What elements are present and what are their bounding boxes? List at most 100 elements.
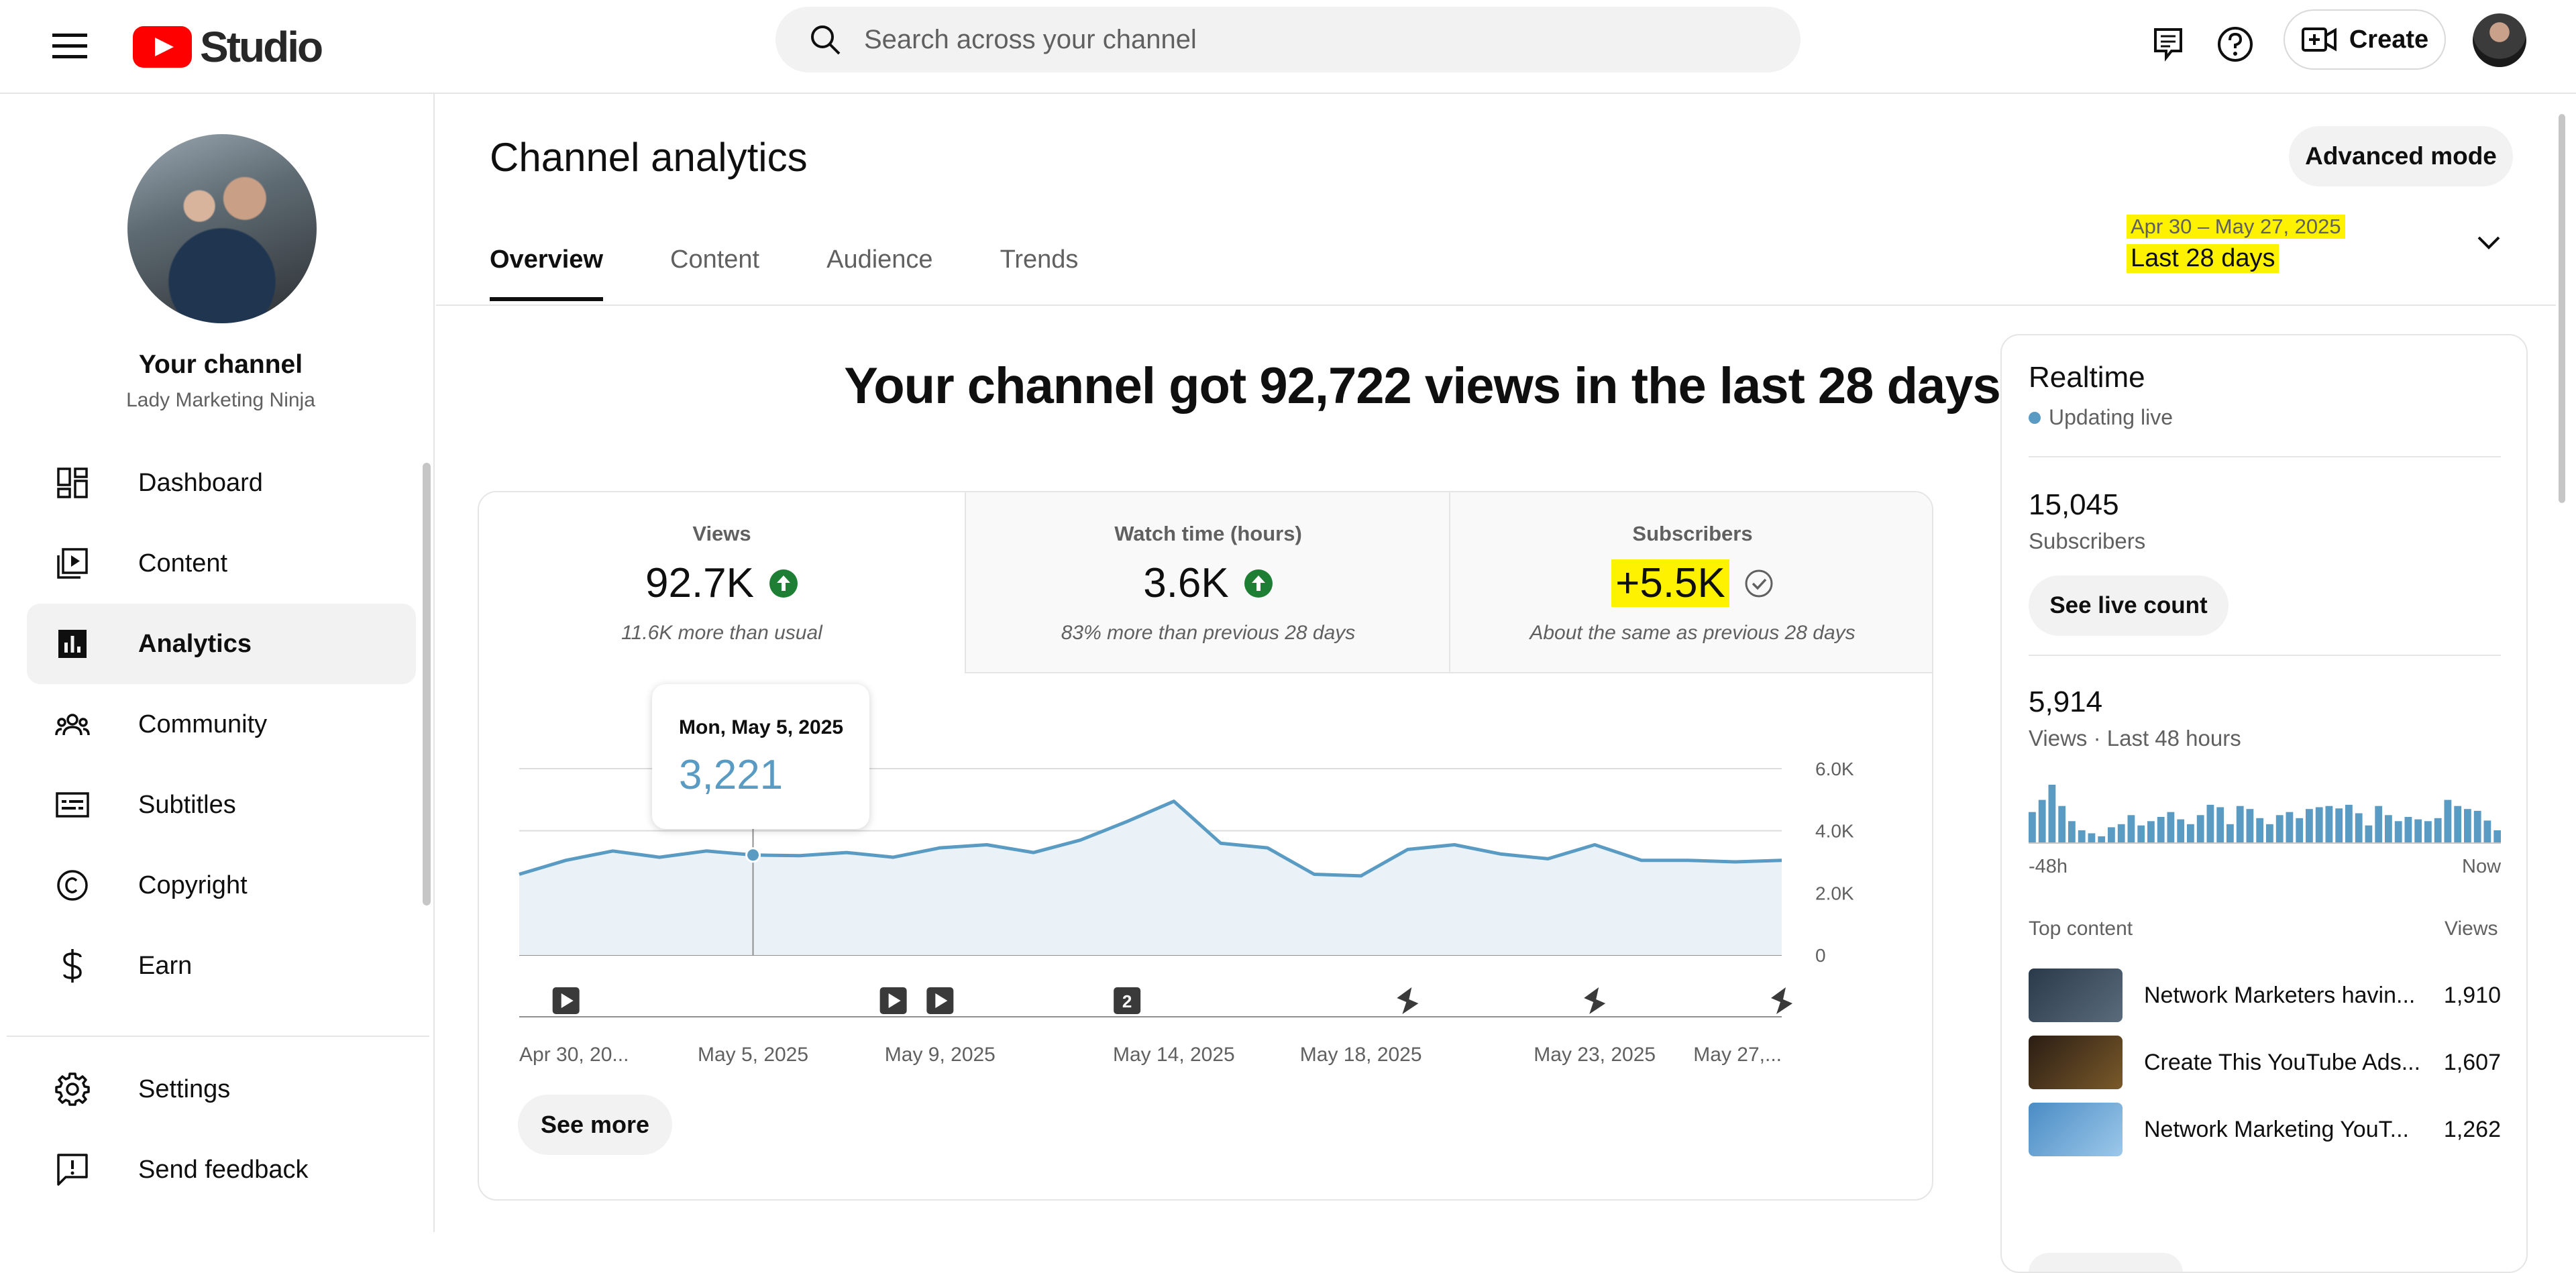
shorts-marker-icon <box>1397 987 1419 1014</box>
x-tick-label: May 23, 2025 <box>1534 1044 1656 1066</box>
realtime-bar <box>2444 799 2452 842</box>
trend-up-icon <box>769 569 798 598</box>
realtime-bar <box>2137 825 2145 842</box>
realtime-bar <box>2275 815 2284 842</box>
content-icon <box>54 545 91 582</box>
metric-subscribers[interactable]: Subscribers +5.5K About the same as prev… <box>1449 492 1932 673</box>
metric-value: 92.7K <box>645 560 755 606</box>
comments-icon[interactable] <box>2143 19 2194 70</box>
sidebar-item-analytics[interactable]: Analytics <box>27 604 416 684</box>
realtime-title: Realtime <box>2029 361 2145 394</box>
realtime-bar <box>2038 799 2046 842</box>
search-input[interactable] <box>863 23 1801 56</box>
metric-watch-time[interactable]: Watch time (hours) 3.6K 83% more than pr… <box>965 492 1450 673</box>
realtime-bar <box>2108 827 2115 842</box>
realtime-views-value: 5,914 <box>2029 685 2103 718</box>
sidebar-item-content[interactable]: Content <box>27 523 416 604</box>
main-scrollbar[interactable] <box>2555 94 2569 1232</box>
realtime-views-bar-chart[interactable] <box>2029 785 2501 845</box>
youtube-play-icon <box>133 26 192 68</box>
realtime-bar <box>2147 821 2155 842</box>
video-views: 1,262 <box>2443 1116 2501 1142</box>
realtime-bar <box>2345 804 2353 842</box>
chevron-down-icon[interactable] <box>2469 223 2509 263</box>
play-glyph <box>888 993 901 1008</box>
tab-overview[interactable]: Overview <box>490 245 603 301</box>
metric-label: Subscribers <box>1632 522 1753 545</box>
logo-text: Studio <box>200 23 323 71</box>
metric-views[interactable]: Views 92.7K 11.6K more than usual <box>479 492 965 673</box>
realtime-bar <box>2088 833 2096 842</box>
community-icon <box>54 706 91 743</box>
tab-audience[interactable]: Audience <box>826 245 933 274</box>
realtime-bar <box>2454 806 2462 842</box>
x-tick-label: May 5, 2025 <box>698 1044 808 1066</box>
realtime-bar <box>2335 808 2343 842</box>
top-content-row[interactable]: Create This YouTube Ads... 1,607 <box>2029 1036 2501 1089</box>
tab-trends[interactable]: Trends <box>1000 245 1079 274</box>
sidebar: Your channel Lady Marketing Ninja Dashbo… <box>7 94 435 1232</box>
sidebar-item-copyright[interactable]: Copyright <box>27 845 416 926</box>
dashboard-icon <box>54 464 91 502</box>
tooltip-date: Mon, May 5, 2025 <box>679 716 844 738</box>
see-more-top-content-button[interactable] <box>2029 1253 2183 1272</box>
analytics-icon <box>54 625 91 663</box>
views-chart[interactable]: 0 2.0K 4.0K 6.0K 2 Apr 30, 20... May 5, 2025 Ma… <box>479 673 1933 1076</box>
shorts-marker-icon <box>1771 987 1792 1014</box>
realtime-subscribers-label: Subscribers <box>2029 529 2146 553</box>
date-range-selector[interactable]: Apr 30 – May 27, 2025 Last 28 days <box>2127 215 2395 273</box>
video-thumbnail <box>2029 1036 2123 1089</box>
realtime-bar <box>2385 815 2392 842</box>
main-scrollbar-thumb[interactable] <box>2559 114 2565 503</box>
realtime-bar <box>2424 821 2432 842</box>
live-dot-icon <box>2029 411 2041 424</box>
realtime-bar <box>2414 819 2422 842</box>
sidebar-item-send-feedback[interactable]: Send feedback <box>27 1129 416 1210</box>
sidebar-item-settings[interactable]: Settings <box>27 1049 416 1129</box>
create-button[interactable]: Create <box>2284 9 2446 70</box>
page-title: Channel analytics <box>490 135 808 180</box>
see-live-count-button[interactable]: See live count <box>2029 575 2229 636</box>
top-content-label: Top content <box>2029 918 2133 940</box>
sidebar-nav: Dashboard Content Analytics Community Su… <box>27 443 416 1006</box>
help-icon[interactable] <box>2210 19 2261 70</box>
sidebar-item-subtitles[interactable]: Subtitles <box>27 765 416 845</box>
x-tick-label: May 9, 2025 <box>885 1044 996 1066</box>
top-content-row[interactable]: Network Marketers havin... 1,910 <box>2029 968 2501 1022</box>
sidebar-scrollbar[interactable] <box>423 463 431 905</box>
top-content-row[interactable]: Network Marketing YouT... 1,262 <box>2029 1103 2501 1156</box>
live-label: Updating live <box>2049 405 2173 429</box>
sidebar-item-label: Dashboard <box>138 468 263 497</box>
top-header: Studio Create <box>0 0 2576 94</box>
realtime-bar <box>2216 807 2224 842</box>
sidebar-item-earn[interactable]: Earn <box>27 926 416 1006</box>
metric-label: Watch time (hours) <box>1114 522 1302 545</box>
metric-value: 3.6K <box>1143 560 1229 606</box>
search-icon[interactable] <box>805 19 845 60</box>
see-more-button[interactable]: See more <box>518 1095 672 1155</box>
studio-logo[interactable]: Studio <box>133 15 323 79</box>
views-chart-area: 0 2.0K 4.0K 6.0K 2 Apr 30, 20... May 5, 2025 Ma… <box>479 673 1933 1199</box>
realtime-bar <box>2256 818 2264 842</box>
tab-content[interactable]: Content <box>670 245 760 274</box>
sidebar-item-community[interactable]: Community <box>27 684 416 765</box>
metric-note: 11.6K more than usual <box>621 622 822 644</box>
realtime-bar <box>2434 818 2442 842</box>
realtime-bar <box>2266 824 2273 842</box>
advanced-mode-button[interactable]: Advanced mode <box>2289 126 2513 186</box>
menu-icon[interactable] <box>47 23 93 68</box>
highlight-point <box>745 847 761 863</box>
realtime-bar <box>2127 815 2135 842</box>
play-glyph <box>561 993 574 1008</box>
views-area <box>519 801 1782 955</box>
account-avatar[interactable] <box>2473 13 2526 67</box>
realtime-bar <box>2246 809 2254 842</box>
search-bar[interactable] <box>775 7 1801 72</box>
channel-avatar[interactable] <box>127 134 317 323</box>
date-range-label: Last 28 days <box>2127 244 2279 273</box>
realtime-bar <box>2068 821 2076 842</box>
sidebar-item-dashboard[interactable]: Dashboard <box>27 443 416 523</box>
video-title: Network Marketers havin... <box>2144 982 2416 1008</box>
realtime-bar <box>2365 825 2373 842</box>
realtime-bar <box>2048 785 2056 842</box>
